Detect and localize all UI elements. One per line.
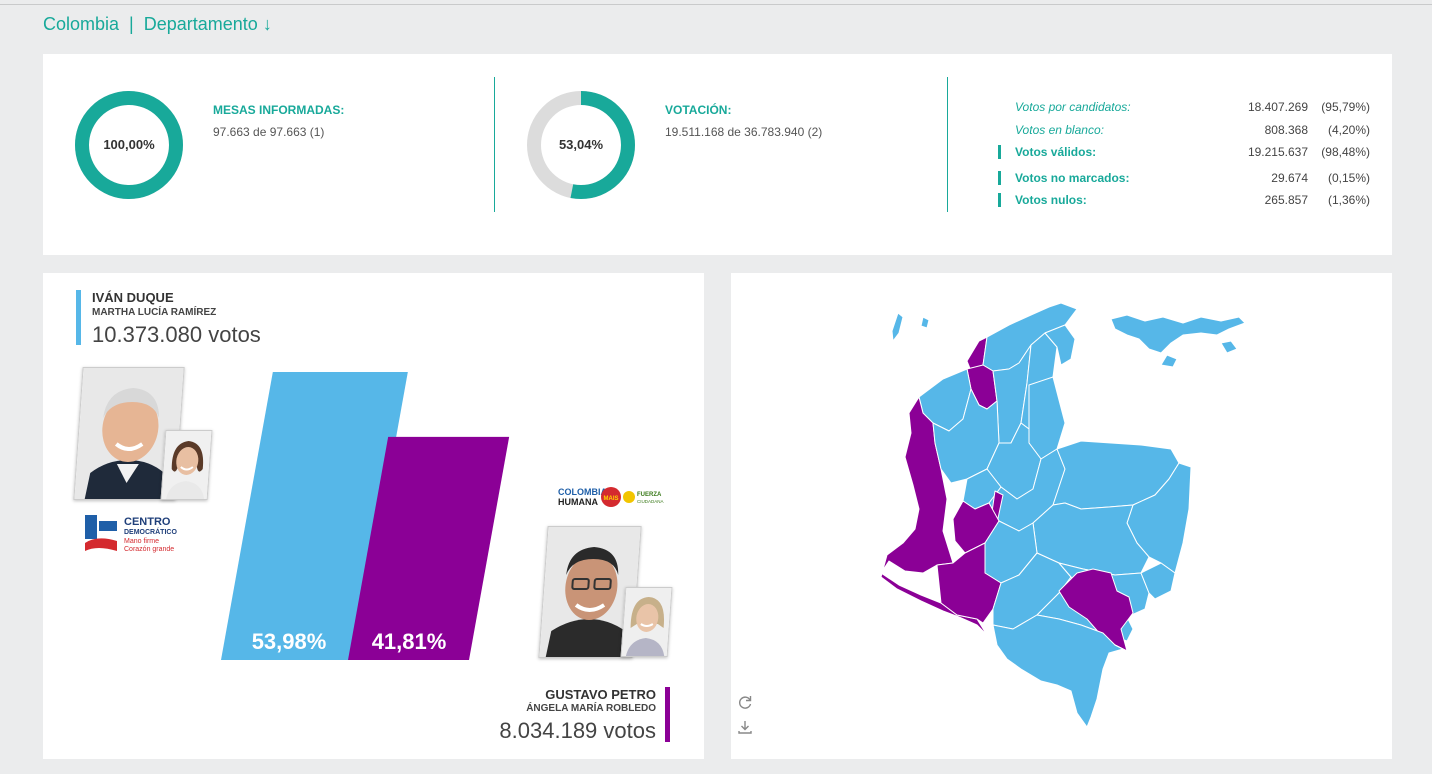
map-region-south-tip[interactable] — [1114, 644, 1128, 652]
map-region-norte-santander[interactable] — [1028, 376, 1066, 460]
breakdown-row: Votos por candidatos: 18.407.269 (95,79%) — [998, 96, 1372, 119]
votacion-percent: 53,04% — [558, 137, 604, 152]
petro-name: GUSTAVO PETRO — [545, 687, 656, 702]
votes-breakdown-table: Votos por candidatos: 18.407.269 (95,79%) … — [998, 96, 1372, 212]
petro-percent-label: 41,81% — [372, 629, 447, 654]
breakdown-number: 808.368 — [1264, 122, 1308, 137]
fuerza-ciudadana-bottom: CIUDADANA — [637, 499, 664, 504]
duque-portrait — [74, 368, 185, 500]
petro-vice: ÁNGELA MARÍA ROBLEDO — [526, 703, 656, 714]
centro-democratico-logo: CENTRO DEMOCRÁTICO Mano firme Corazón gr… — [85, 515, 177, 553]
breakdown-pct: (95,79%) — [1321, 100, 1370, 115]
petro-votes: 8.034.189 votos — [499, 718, 656, 743]
download-icon-svg — [738, 721, 752, 734]
mais-logo-text: MAIS — [604, 496, 619, 502]
breakdown-label: Votos válidos: — [1015, 145, 1097, 160]
download-icon[interactable] — [737, 719, 753, 739]
duque-percent-label: 53,98% — [252, 629, 327, 654]
ramirez-portrait — [161, 431, 213, 500]
top-divider — [0, 4, 1432, 5]
arrow-down-icon: ↓ — [262, 14, 272, 34]
breakdown-row: Votos en blanco: 808.368 (4,20%) — [998, 119, 1372, 142]
breakdown-pct: (1,36%) — [1327, 193, 1370, 208]
petro-party-logos: COLOMBIA HUMANA MAIS FUERZA CIUDADANA — [558, 487, 664, 507]
breakdown-label: Votos por candidatos: — [1015, 100, 1131, 115]
breakdown-row: Votos válidos: 19.215.637 (98,48%) — [998, 141, 1372, 164]
divider-1 — [494, 77, 495, 212]
party-slogan1: Mano firme — [124, 538, 159, 545]
breakdown-label: Votos en blanco: — [1015, 122, 1104, 137]
petro-result-bar — [348, 436, 510, 660]
map-region-providencia[interactable] — [920, 316, 930, 329]
votacion-value: 19.511.168 de 36.783.940 (2) — [665, 125, 823, 139]
robledo-photo — [620, 587, 673, 657]
colombia-humana-top: COLOMBIA — [558, 487, 607, 497]
breadcrumb-separator: | — [129, 14, 134, 34]
breakdown-row: Votos nulos: 265.857 (1,36%) — [998, 189, 1372, 212]
party-line1: CENTRO — [124, 516, 171, 528]
petro-portrait — [539, 527, 642, 658]
breadcrumb: Colombia | Departamento ↓ — [43, 14, 272, 35]
map-region-island-2[interactable] — [1220, 340, 1238, 354]
mesas-donut — [75, 91, 183, 199]
divider-2 — [947, 77, 948, 212]
breadcrumb-level: Departamento — [143, 14, 258, 34]
map-region-la-guajira[interactable] — [1044, 324, 1076, 366]
breakdown-number: 29.674 — [1271, 170, 1308, 185]
breakdown-pct: (0,15%) — [1327, 170, 1370, 185]
votacion-title: VOTACIÓN: — [665, 103, 732, 117]
map-region-san-andres[interactable] — [891, 312, 904, 342]
party-line2: DEMOCRÁTICO — [124, 527, 177, 536]
breadcrumb-level-dropdown[interactable]: Departamento ↓ — [144, 14, 272, 35]
breadcrumb-country[interactable]: Colombia — [43, 14, 120, 34]
mesas-percent: 100,00% — [103, 137, 155, 152]
ramirez-photo — [160, 430, 213, 500]
summary-panel: 100,00% MESAS INFORMADAS: 97.663 de 97.6… — [43, 54, 1392, 255]
breakdown-pct: (4,20%) — [1327, 122, 1370, 137]
breakdown-pct: (98,48%) — [1321, 145, 1370, 160]
breakdown-number: 18.407.269 — [1247, 100, 1308, 115]
duque-accent-bar — [76, 290, 81, 345]
mesas-title: MESAS INFORMADAS: — [213, 103, 345, 117]
mesas-value: 97.663 de 97.663 (1) — [213, 125, 325, 139]
votacion-donut — [527, 91, 635, 199]
robledo-portrait — [621, 588, 673, 657]
party-slogan2: Corazón grande — [124, 546, 174, 553]
map-region-guainia-small[interactable] — [1140, 562, 1176, 600]
map-panel — [731, 273, 1392, 759]
map-region-guainia[interactable] — [1058, 568, 1134, 652]
map-region-amazonas[interactable] — [992, 614, 1124, 728]
duque-votes: 10.373.080 votos — [92, 322, 261, 347]
petro-photo — [538, 526, 642, 658]
petro-accent-bar — [665, 687, 670, 742]
map-region-island[interactable] — [1160, 354, 1178, 368]
map-region-cauca[interactable] — [936, 542, 1002, 624]
colombia-humana-bottom: HUMANA — [558, 497, 598, 507]
breakdown-row: Votos no marcados: 29.674 (0,15%) — [998, 167, 1372, 190]
duque-photo — [73, 367, 185, 500]
map-region-panama[interactable] — [1110, 314, 1246, 354]
breakdown-label: Votos no marcados: — [1015, 170, 1130, 185]
refresh-icon-svg — [739, 696, 752, 709]
duque-vice: MARTHA LUCÍA RAMÍREZ — [92, 307, 217, 318]
colombia-map[interactable] — [731, 273, 1392, 759]
breakdown-number: 265.857 — [1264, 193, 1308, 208]
breakdown-number: 19.215.637 — [1247, 145, 1308, 160]
fuerza-ciudadana-top: FUERZA — [637, 492, 662, 498]
votacion-donut-fill — [527, 91, 635, 199]
duque-name: IVÁN DUQUE — [92, 290, 174, 305]
refresh-icon[interactable] — [737, 694, 753, 714]
breakdown-label: Votos nulos: — [1015, 193, 1087, 208]
candidates-panel: IVÁN DUQUE MARTHA LUCÍA RAMÍREZ 10.373.0… — [43, 273, 704, 759]
map-region-antioquia[interactable] — [932, 388, 1000, 484]
mesas-donut-fill — [75, 91, 183, 199]
results-bars: 53,98% 41,81% — [221, 372, 510, 660]
